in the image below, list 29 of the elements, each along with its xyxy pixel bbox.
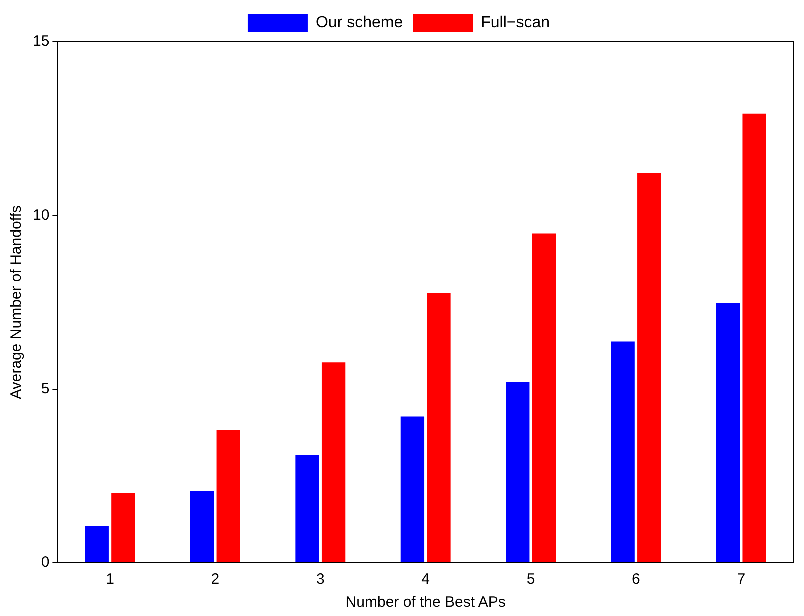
y-axis-title: Average Number of Handoffs [8, 206, 26, 400]
bar [532, 234, 556, 562]
x-tick-label: 2 [211, 571, 220, 588]
x-tick-label: 1 [106, 571, 114, 588]
bar [716, 304, 740, 562]
bar [322, 362, 346, 562]
bar [400, 416, 425, 562]
x-tick-label: 6 [632, 571, 640, 588]
x-tick-label: 3 [316, 571, 325, 588]
bar [190, 491, 214, 562]
x-tick-label: 5 [526, 571, 536, 588]
bar [638, 172, 662, 562]
y-tick-label: 5 [41, 380, 50, 398]
y-tick-label: 15 [32, 33, 50, 50]
legend-label: Our scheme [316, 14, 404, 32]
x-tick-label: 7 [737, 571, 746, 588]
x-axis-title: Number of the Best APs [346, 594, 506, 612]
bar [216, 430, 240, 562]
y-tick-label: 10 [32, 206, 50, 224]
bar [506, 382, 530, 562]
y-tick-label: 0 [41, 554, 50, 572]
legend-label: Full−scan [481, 14, 550, 32]
bar [112, 493, 136, 562]
x-tick-label: 4 [422, 571, 430, 588]
bar [85, 526, 109, 562]
bar [296, 454, 320, 562]
bar [742, 114, 766, 562]
bar [427, 293, 451, 562]
bar [611, 342, 635, 562]
